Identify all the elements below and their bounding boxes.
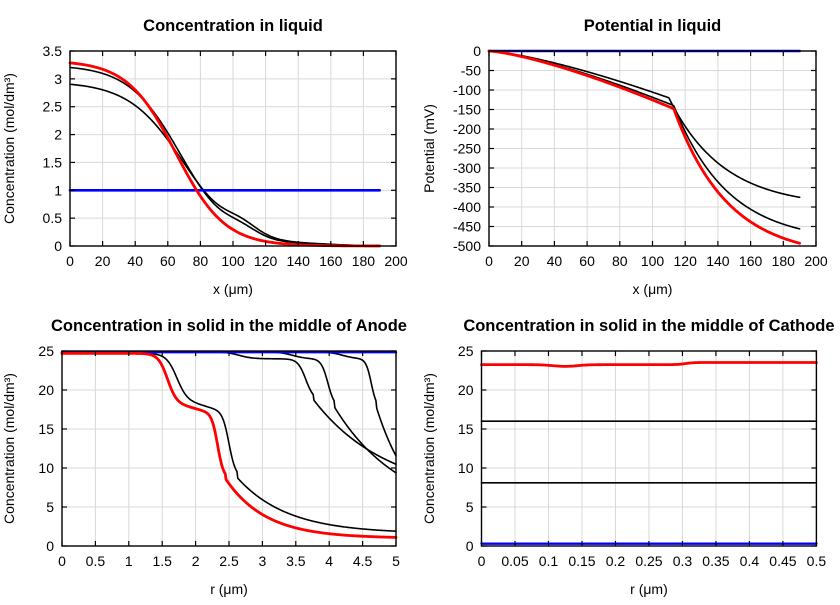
svg-text:0: 0	[66, 253, 74, 269]
svg-text:160: 160	[319, 253, 343, 269]
svg-text:3.5: 3.5	[43, 43, 63, 59]
svg-text:0: 0	[54, 238, 62, 254]
svg-text:-250: -250	[453, 141, 481, 157]
svg-text:120: 120	[254, 253, 278, 269]
svg-text:-100: -100	[453, 82, 481, 98]
svg-text:Concentration in liquid: Concentration in liquid	[143, 17, 323, 35]
svg-text:40: 40	[127, 253, 143, 269]
svg-text:0.4: 0.4	[740, 553, 760, 569]
svg-text:2.5: 2.5	[43, 99, 63, 115]
svg-text:25: 25	[458, 343, 474, 359]
svg-text:0.2: 0.2	[606, 553, 626, 569]
svg-text:0: 0	[46, 538, 54, 554]
svg-text:-150: -150	[453, 102, 481, 118]
svg-text:180: 180	[772, 253, 796, 269]
svg-text:160: 160	[739, 253, 763, 269]
svg-text:1: 1	[125, 553, 133, 569]
svg-text:10: 10	[38, 460, 54, 476]
svg-text:80: 80	[193, 253, 209, 269]
svg-text:100: 100	[221, 253, 245, 269]
svg-text:20: 20	[95, 253, 111, 269]
svg-text:120: 120	[674, 253, 698, 269]
svg-text:-400: -400	[453, 199, 481, 215]
svg-text:Potential in liquid: Potential in liquid	[584, 17, 722, 35]
svg-text:x (μm): x (μm)	[213, 281, 253, 297]
svg-text:15: 15	[458, 421, 474, 437]
svg-text:0.25: 0.25	[635, 553, 662, 569]
svg-text:Concentration (mol/dm³): Concentration (mol/dm³)	[1, 373, 17, 524]
svg-text:-450: -450	[453, 219, 481, 235]
svg-text:3: 3	[259, 553, 267, 569]
svg-text:5: 5	[466, 499, 474, 515]
svg-text:180: 180	[352, 253, 376, 269]
svg-text:-50: -50	[461, 63, 481, 79]
svg-text:5: 5	[392, 553, 400, 569]
svg-text:-350: -350	[453, 180, 481, 196]
svg-text:10: 10	[458, 460, 474, 476]
svg-text:0: 0	[478, 553, 486, 569]
svg-text:0.1: 0.1	[539, 553, 559, 569]
svg-text:25: 25	[38, 343, 54, 359]
svg-text:3.5: 3.5	[286, 553, 306, 569]
svg-text:60: 60	[579, 253, 595, 269]
svg-text:Concentration in solid in the: Concentration in solid in the middle of …	[51, 317, 407, 335]
svg-text:Potential (mV): Potential (mV)	[421, 104, 437, 193]
svg-text:0.5: 0.5	[86, 553, 106, 569]
svg-text:20: 20	[38, 382, 54, 398]
svg-text:2.5: 2.5	[219, 553, 239, 569]
svg-text:4.5: 4.5	[353, 553, 373, 569]
svg-text:3: 3	[54, 71, 62, 87]
svg-text:15: 15	[38, 421, 54, 437]
svg-text:100: 100	[641, 253, 665, 269]
svg-text:20: 20	[458, 382, 474, 398]
svg-text:0.3: 0.3	[673, 553, 693, 569]
svg-text:-300: -300	[453, 160, 481, 176]
svg-text:Concentration (mol/dm³): Concentration (mol/dm³)	[1, 73, 17, 224]
svg-text:0.5: 0.5	[807, 553, 827, 569]
svg-text:200: 200	[384, 253, 408, 269]
svg-text:40: 40	[547, 253, 563, 269]
svg-text:200: 200	[804, 253, 828, 269]
svg-text:0.05: 0.05	[501, 553, 528, 569]
svg-text:x (μm): x (μm)	[633, 281, 673, 297]
svg-text:140: 140	[706, 253, 730, 269]
svg-text:0: 0	[473, 43, 481, 59]
svg-text:1.5: 1.5	[152, 553, 172, 569]
svg-text:0: 0	[485, 253, 493, 269]
svg-text:1.5: 1.5	[43, 154, 63, 170]
svg-text:20: 20	[514, 253, 530, 269]
svg-text:r (μm): r (μm)	[630, 581, 668, 597]
svg-text:5: 5	[46, 499, 54, 515]
svg-text:140: 140	[287, 253, 311, 269]
svg-text:Concentration in solid in the: Concentration in solid in the middle of …	[463, 317, 834, 335]
svg-text:80: 80	[612, 253, 628, 269]
svg-text:1: 1	[54, 182, 62, 198]
svg-text:-500: -500	[453, 238, 481, 254]
svg-text:-200: -200	[453, 121, 481, 137]
svg-text:2: 2	[192, 553, 200, 569]
svg-text:r (μm): r (μm)	[210, 581, 248, 597]
svg-text:0.15: 0.15	[568, 553, 595, 569]
svg-text:0.5: 0.5	[43, 210, 63, 226]
svg-text:60: 60	[160, 253, 176, 269]
svg-text:4: 4	[325, 553, 333, 569]
svg-text:0.45: 0.45	[769, 553, 796, 569]
svg-text:0.35: 0.35	[702, 553, 729, 569]
svg-text:0: 0	[58, 553, 66, 569]
svg-text:0: 0	[466, 538, 474, 554]
svg-text:2: 2	[54, 127, 62, 143]
svg-text:Concentration (mol/dm³): Concentration (mol/dm³)	[421, 373, 437, 524]
